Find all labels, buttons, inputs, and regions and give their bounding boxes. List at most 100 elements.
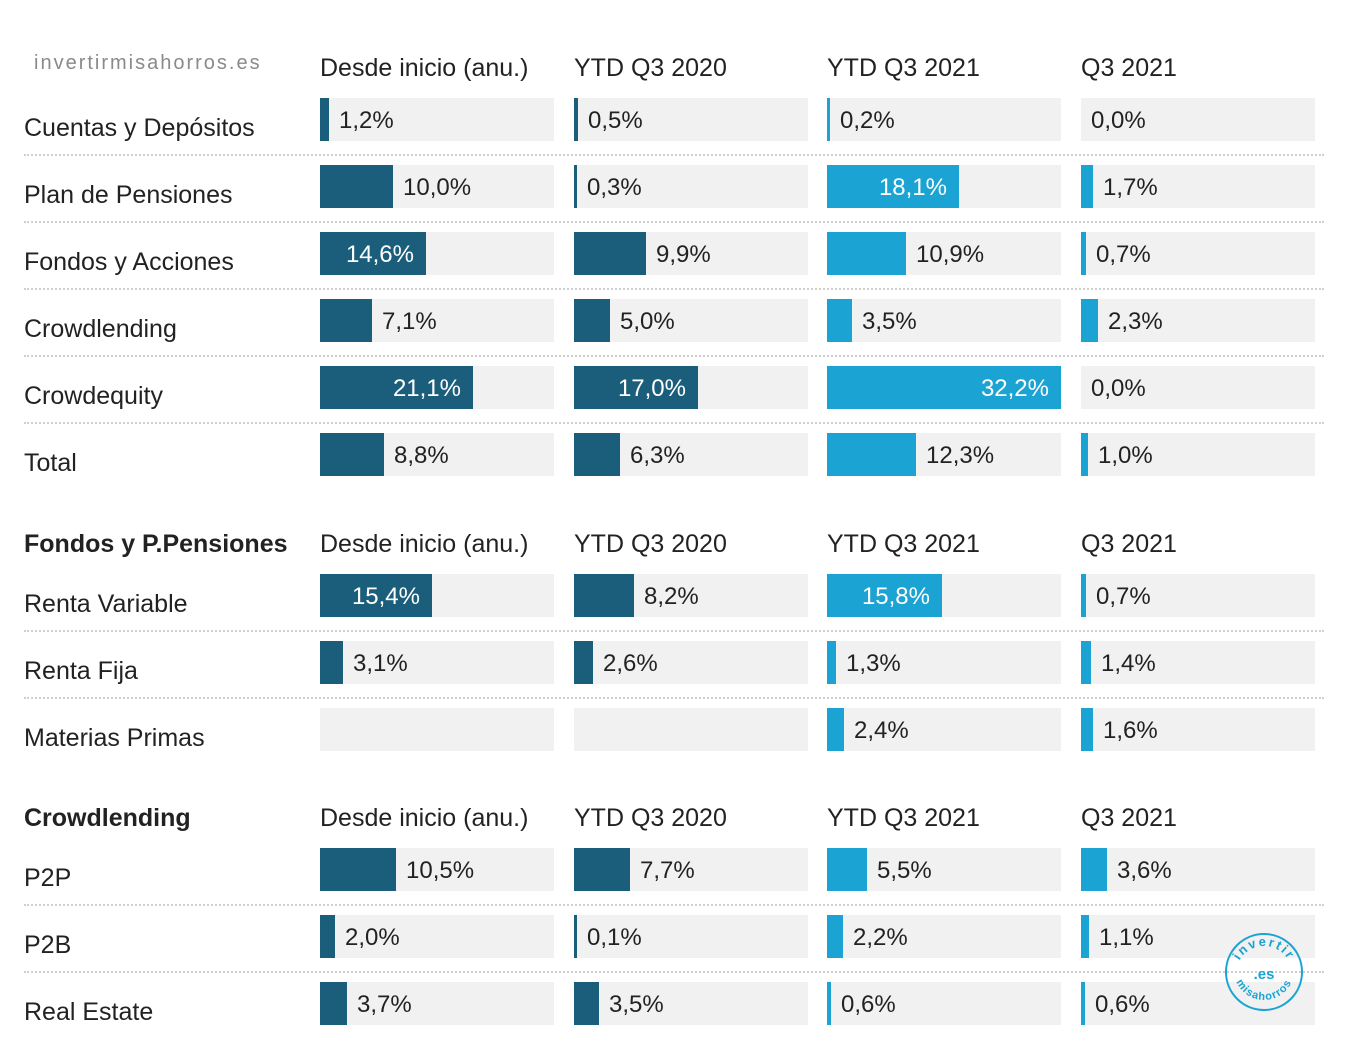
bar — [320, 299, 372, 342]
column-header-row: Crowdlending Desde inicio (anu.) YTD Q3 20… — [0, 798, 1348, 838]
bar — [827, 641, 836, 684]
bar — [827, 982, 831, 1025]
table-row: Crowdequity 21,1% 17,0% 32,2% 0,0% — [0, 355, 1348, 423]
bar — [574, 574, 634, 617]
data-label: 14,6% — [345, 241, 414, 268]
section-title: Crowdlending — [24, 804, 191, 832]
table-row: Crowdlending 7,1% 5,0% 3,5% 2,3% — [0, 288, 1348, 356]
bar — [574, 98, 578, 141]
bar-cell: 0,0% — [1081, 98, 1315, 141]
data-label: 1,2% — [339, 107, 394, 134]
bar-cell: 10,0% — [320, 165, 554, 208]
bar — [320, 915, 335, 958]
bar — [320, 982, 347, 1025]
bar-cell: 12,3% — [827, 433, 1061, 476]
data-label: 3,7% — [357, 991, 412, 1018]
data-label: 3,6% — [1117, 857, 1172, 884]
row-divider — [24, 697, 1324, 699]
data-label: 3,5% — [862, 308, 917, 335]
table-row: Renta Fija 3,1% 2,6% 1,3% 1,4% — [0, 630, 1348, 698]
bar-cell: 10,9% — [827, 232, 1061, 275]
bar — [574, 641, 593, 684]
row-label: Crowdlending — [24, 315, 177, 343]
row-label: Plan de Pensiones — [24, 181, 233, 209]
column-header: Desde inicio (anu.) — [320, 54, 529, 82]
bar-cell: 1,2% — [320, 98, 554, 141]
bar — [574, 915, 577, 958]
bar-cell: 9,9% — [574, 232, 808, 275]
data-label: 3,5% — [609, 991, 664, 1018]
bar-cell: 0,2% — [827, 98, 1061, 141]
table-row: Total 8,8% 6,3% 12,3% 1,0% — [0, 422, 1348, 490]
bar — [1081, 641, 1091, 684]
bar-cell: 0,6% — [1081, 982, 1315, 1025]
bar-cell: 18,1% — [827, 165, 1061, 208]
bar — [1081, 848, 1107, 891]
bar-cell: 2,3% — [1081, 299, 1315, 342]
bar — [574, 366, 698, 409]
row-label: P2P — [24, 864, 72, 892]
bar — [827, 366, 1061, 409]
bar — [1081, 574, 1086, 617]
table-row: Materias Primas 2,4% 1,6% — [0, 697, 1348, 765]
bar-cell: 15,4% — [320, 574, 554, 617]
row-label: Renta Variable — [24, 590, 188, 618]
bar — [1081, 982, 1085, 1025]
data-label: 1,4% — [1101, 650, 1156, 677]
row-label: Total — [24, 449, 77, 477]
bar-cell: 8,8% — [320, 433, 554, 476]
row-divider — [24, 221, 1324, 223]
data-label: 2,2% — [853, 924, 908, 951]
data-label: 10,9% — [916, 241, 985, 268]
bar-cell: 0,1% — [574, 915, 808, 958]
data-label: 9,9% — [656, 241, 711, 268]
bar-cell: 10,5% — [320, 848, 554, 891]
column-header: YTD Q3 2020 — [574, 54, 727, 82]
bar-cell: 0,6% — [827, 982, 1061, 1025]
column-header: YTD Q3 2021 — [827, 54, 980, 82]
row-label: Cuentas y Depósitos — [24, 114, 255, 142]
bar-cell: 6,3% — [574, 433, 808, 476]
data-label: 0,0% — [1091, 107, 1146, 134]
column-header: YTD Q3 2021 — [827, 530, 980, 558]
table-row: Plan de Pensiones 10,0% 0,3% 18,1% 1,7% — [0, 154, 1348, 222]
bar-cell: 1,0% — [1081, 433, 1315, 476]
bar-cell: 32,2% — [827, 366, 1061, 409]
bar — [827, 299, 852, 342]
column-header: Desde inicio (anu.) — [320, 804, 529, 832]
data-label: 15,8% — [861, 583, 930, 610]
table-row: Renta Variable 15,4% 8,2% 15,8% 0,7% — [0, 564, 1348, 631]
column-header: Q3 2021 — [1081, 54, 1177, 82]
bar — [1081, 708, 1093, 751]
data-label: 0,1% — [587, 924, 642, 951]
bar — [574, 299, 610, 342]
column-header: YTD Q3 2020 — [574, 530, 727, 558]
data-label: 2,3% — [1108, 308, 1163, 335]
data-label: 7,7% — [640, 857, 695, 884]
bar — [827, 433, 916, 476]
bar — [827, 165, 959, 208]
data-label: 12,3% — [926, 442, 995, 469]
bar-cell: 7,1% — [320, 299, 554, 342]
watermark-stamp-icon: invertir .es misahorros — [1225, 933, 1303, 1011]
bar — [320, 366, 473, 409]
bar — [320, 641, 343, 684]
row-label: Materias Primas — [24, 724, 205, 752]
bar — [1081, 232, 1086, 275]
data-label: 0,6% — [841, 991, 896, 1018]
bar — [320, 98, 329, 141]
data-label: 10,5% — [406, 857, 475, 884]
row-divider — [24, 355, 1324, 357]
bar — [320, 574, 432, 617]
data-label: 1,6% — [1103, 717, 1158, 744]
data-label: 5,5% — [877, 857, 932, 884]
bar — [574, 982, 599, 1025]
bar — [827, 574, 942, 617]
bar-cell: 2,0% — [320, 915, 554, 958]
data-label: 8,2% — [644, 583, 699, 610]
bar-cell: 8,2% — [574, 574, 808, 617]
table-row: Cuentas y Depósitos 1,2% 0,5% 0,2% 0,0% — [0, 88, 1348, 155]
bar-cell: 0,7% — [1081, 574, 1315, 617]
data-label: 0,3% — [587, 174, 642, 201]
data-label: 10,0% — [403, 174, 472, 201]
